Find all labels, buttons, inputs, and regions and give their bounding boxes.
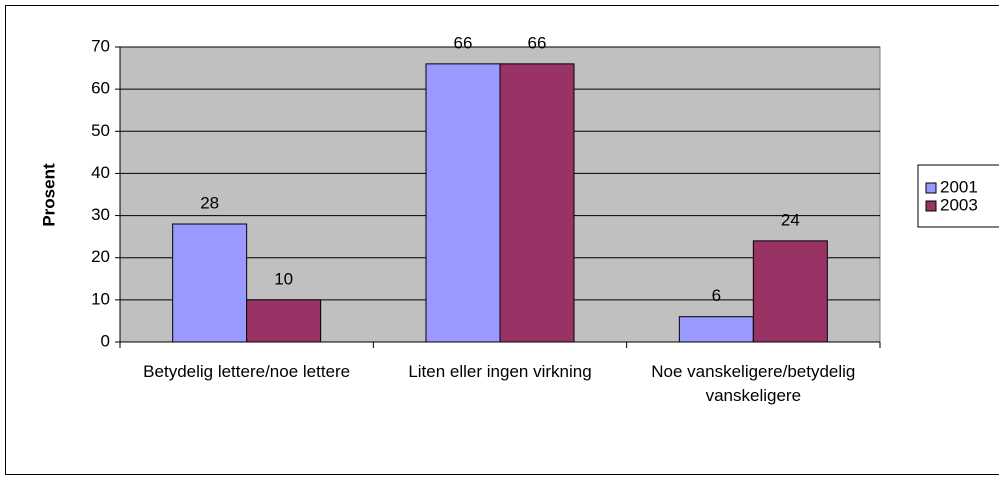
value-label: 66 xyxy=(454,33,473,52)
y-axis-label: Prosent xyxy=(39,163,58,227)
bar xyxy=(499,63,575,343)
legend-swatch xyxy=(925,200,937,212)
bar xyxy=(425,63,501,343)
x-tick-label: Liten eller ingen virkning xyxy=(408,362,592,381)
y-tick-label: 0 xyxy=(101,331,110,350)
legend-box xyxy=(917,164,999,228)
value-label: 6 xyxy=(712,286,721,305)
bar xyxy=(246,299,322,343)
legend-swatch xyxy=(925,182,937,194)
legend-label: 2001 xyxy=(940,177,978,196)
value-label: 66 xyxy=(528,33,547,52)
y-tick-label: 30 xyxy=(91,205,110,224)
value-label: 28 xyxy=(200,193,219,212)
x-tick-label: Betydelig lettere/noe lettere xyxy=(143,362,351,381)
value-label: 10 xyxy=(274,269,293,288)
y-tick-label: 50 xyxy=(91,121,110,140)
y-tick-label: 20 xyxy=(91,247,110,266)
x-tick-label: Noe vanskeligere/betydelig vanskeligere xyxy=(651,362,856,405)
bar xyxy=(678,316,754,343)
legend-label: 2003 xyxy=(940,195,978,214)
bar xyxy=(172,223,248,343)
value-label: 24 xyxy=(781,210,800,229)
y-tick-label: 10 xyxy=(91,289,110,308)
y-tick-label: 70 xyxy=(91,36,110,55)
bar xyxy=(752,240,828,343)
y-tick-label: 40 xyxy=(91,163,110,182)
y-tick-label: 60 xyxy=(91,79,110,98)
